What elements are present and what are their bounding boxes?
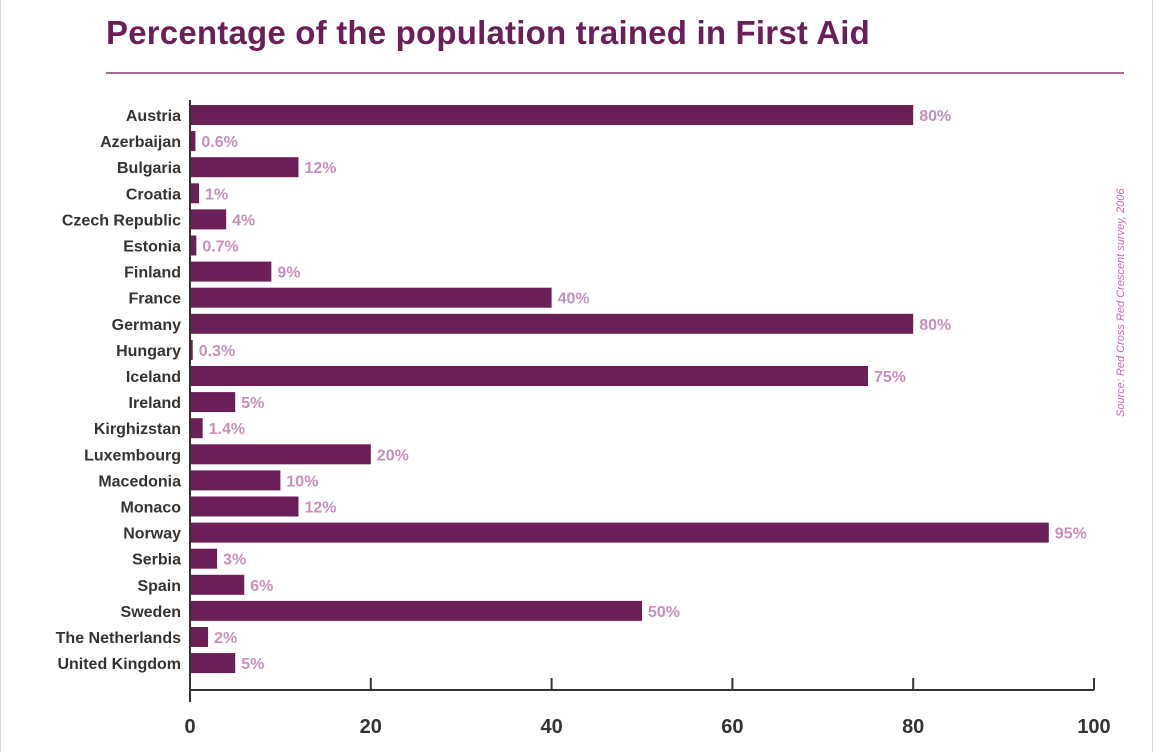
bar [190, 313, 914, 334]
category-label: Finland [124, 265, 181, 282]
category-label: Macedonia [98, 473, 181, 490]
x-tick-label: 40 [540, 716, 562, 738]
value-label: 0.7% [202, 239, 238, 256]
bar [190, 131, 196, 152]
category-label: Serbia [132, 552, 181, 569]
bar [190, 287, 552, 308]
value-label: 80% [919, 108, 951, 125]
category-label: Monaco [121, 500, 182, 517]
bar [190, 157, 299, 178]
category-label: Luxembourg [84, 447, 181, 464]
category-label: Kirghizstan [94, 421, 181, 438]
chart-title: Percentage of the population trained in … [106, 14, 870, 51]
value-label: 4% [232, 212, 255, 229]
value-label: 2% [214, 630, 237, 647]
value-label: 50% [648, 604, 680, 621]
category-label: France [129, 291, 182, 308]
value-label: 75% [874, 369, 906, 386]
bar [190, 183, 200, 204]
category-label: Austria [126, 108, 181, 125]
category-label: Croatia [126, 186, 181, 203]
value-label: 1.4% [209, 421, 245, 438]
bar [190, 522, 1049, 543]
category-label: Sweden [121, 604, 181, 621]
value-label: 12% [304, 500, 336, 517]
title-divider [106, 72, 1124, 74]
category-label: Czech Republic [62, 212, 181, 229]
x-tick-label: 100 [1077, 716, 1110, 738]
value-label: 10% [286, 473, 318, 490]
value-label: 20% [377, 447, 409, 464]
bar [190, 418, 203, 439]
category-label: Ireland [129, 395, 181, 412]
value-label: 5% [241, 395, 264, 412]
value-label: 5% [241, 656, 264, 673]
value-label: 40% [558, 291, 590, 308]
bar [190, 574, 245, 595]
bar [190, 392, 236, 413]
category-label: The Netherlands [56, 630, 181, 647]
category-label: Norway [123, 526, 181, 543]
x-tick-label: 60 [721, 716, 743, 738]
value-label: 0.3% [199, 343, 235, 360]
x-tick-label: 0 [184, 716, 195, 738]
category-label: Spain [137, 578, 181, 595]
bar [190, 470, 281, 491]
bar [190, 261, 272, 282]
value-label: 1% [205, 186, 228, 203]
x-tick-label: 20 [360, 716, 382, 738]
category-label: Estonia [123, 239, 181, 256]
bar [190, 653, 236, 674]
value-label: 80% [919, 317, 951, 334]
value-label: 0.6% [201, 134, 237, 151]
bar [190, 444, 371, 465]
category-label: Hungary [116, 343, 181, 360]
value-label: 6% [250, 578, 273, 595]
bar [190, 496, 299, 517]
x-tick-label: 80 [902, 716, 924, 738]
category-label: Azerbaijan [100, 134, 181, 151]
bar [190, 627, 209, 647]
bar [190, 339, 193, 360]
bar [190, 600, 642, 621]
bar [190, 366, 868, 386]
category-label: Germany [112, 317, 181, 334]
bar [190, 548, 218, 569]
bar [190, 209, 227, 230]
value-label: 3% [223, 552, 246, 569]
bar [190, 105, 914, 125]
value-label: 95% [1055, 526, 1087, 543]
category-label: Bulgaria [117, 160, 181, 177]
value-label: 12% [304, 160, 336, 177]
bar [190, 235, 197, 256]
value-label: 9% [277, 265, 300, 282]
category-label: Iceland [126, 369, 181, 386]
category-label: United Kingdom [57, 656, 181, 673]
